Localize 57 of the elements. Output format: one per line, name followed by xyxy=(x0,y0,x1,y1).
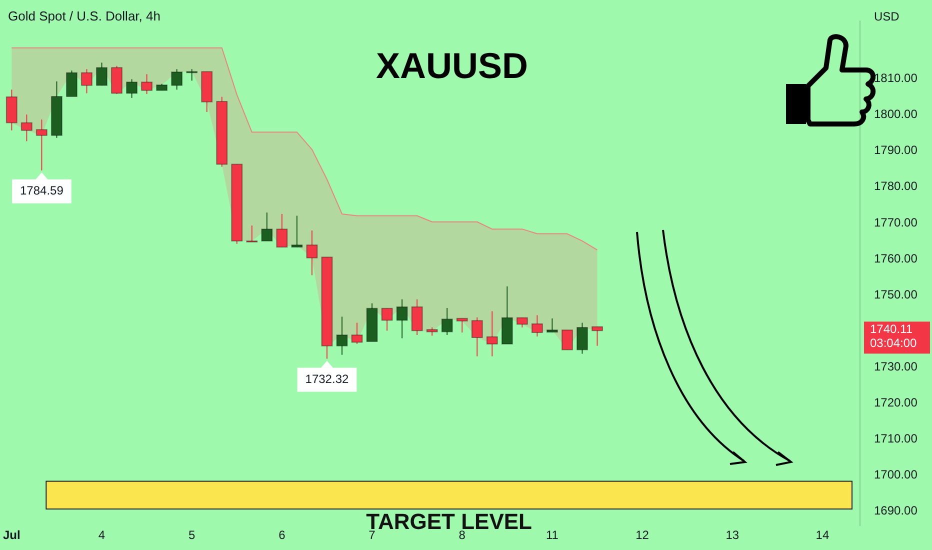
chart-subtitle: Gold Spot / U.S. Dollar, 4h xyxy=(8,8,160,24)
x-tick-label: 11 xyxy=(546,528,559,542)
candlestick xyxy=(171,68,183,90)
y-axis-title: USD xyxy=(874,9,900,24)
x-tick-label: 6 xyxy=(278,528,286,542)
text: 03:04:00 xyxy=(870,336,918,350)
x-tick-label: 12 xyxy=(636,528,650,542)
y-tick-label: 1800.00 xyxy=(874,107,918,122)
y-tick-label: 1720.00 xyxy=(874,395,918,410)
candlestick xyxy=(261,212,273,242)
candlestick xyxy=(381,308,393,332)
y-tick-label: 1750.00 xyxy=(874,287,918,302)
x-tick-label: 4 xyxy=(98,528,106,542)
candlestick xyxy=(291,215,303,248)
candlestick xyxy=(351,322,363,345)
x-tick-label: 8 xyxy=(458,528,466,542)
text: 1740.11 xyxy=(870,322,913,336)
x-tick-label: 14 xyxy=(816,528,830,542)
candlestick xyxy=(576,322,588,354)
y-tick-label: 1730.00 xyxy=(874,359,918,374)
y-tick-label: 1790.00 xyxy=(874,143,918,158)
candlestick xyxy=(246,224,258,242)
candlestick xyxy=(20,114,32,142)
candlestick xyxy=(441,307,453,336)
y-tick-label: 1780.00 xyxy=(874,179,918,194)
candlestick xyxy=(36,119,48,171)
candlestick xyxy=(96,62,108,86)
x-tick-label: 5 xyxy=(188,528,196,542)
y-tick-label: 1770.00 xyxy=(874,215,918,230)
candlestick xyxy=(546,318,558,333)
candlestick xyxy=(276,213,288,248)
candlestick xyxy=(66,70,78,97)
candlestick xyxy=(141,74,153,94)
candlestick xyxy=(456,318,468,333)
candlestick xyxy=(591,326,603,346)
x-tick-label: Jul xyxy=(2,528,20,542)
candlestick xyxy=(80,68,92,94)
candlestick xyxy=(471,316,483,357)
candlestick xyxy=(306,230,318,276)
candlestick xyxy=(396,298,408,339)
candlestick xyxy=(126,78,138,98)
candlestick xyxy=(186,68,198,82)
candlestick xyxy=(516,317,528,328)
candlestick xyxy=(561,329,573,350)
candlestick xyxy=(531,314,543,337)
y-tick-label: 1810.00 xyxy=(874,71,918,86)
y-tick-label: 1690.00 xyxy=(874,504,918,518)
annotation: 1732.32 xyxy=(305,372,349,386)
x-tick-label: 13 xyxy=(726,528,740,542)
y-tick-label: 1760.00 xyxy=(874,251,918,266)
candlestick xyxy=(336,316,348,356)
candlestick xyxy=(411,298,423,336)
candlestick xyxy=(486,310,498,357)
annotation: 1784.59 xyxy=(20,184,64,198)
y-tick-label: 1710.00 xyxy=(874,431,918,446)
text: XAUUSD xyxy=(376,44,528,86)
y-tick-label: 1700.00 xyxy=(874,467,918,482)
